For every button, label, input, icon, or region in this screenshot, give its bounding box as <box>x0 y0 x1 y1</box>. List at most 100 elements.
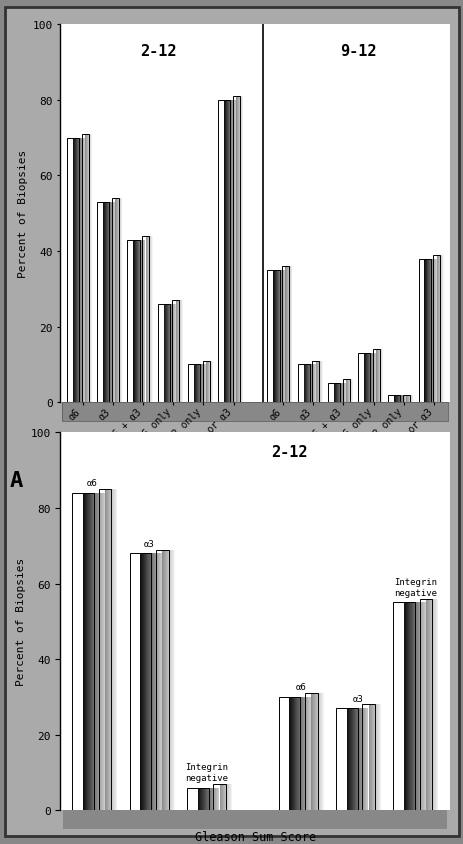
Bar <box>98 493 99 810</box>
Bar <box>404 603 405 810</box>
Bar <box>278 697 300 810</box>
Bar <box>149 554 150 810</box>
Text: Integrin
negative: Integrin negative <box>394 577 436 597</box>
Y-axis label: Percent of Biopsies: Percent of Biopsies <box>16 558 26 685</box>
Bar <box>356 708 357 810</box>
Bar <box>213 784 225 810</box>
Bar <box>293 697 294 810</box>
Bar <box>358 708 359 810</box>
Bar <box>357 354 369 403</box>
Bar <box>62 403 448 421</box>
Bar <box>200 787 201 810</box>
Bar <box>350 708 351 810</box>
Bar <box>161 554 162 810</box>
Bar <box>393 603 414 810</box>
Bar <box>160 554 161 810</box>
Bar <box>101 493 102 810</box>
Bar <box>100 493 101 810</box>
Bar <box>199 787 200 810</box>
Bar <box>413 603 414 810</box>
Bar <box>99 490 111 810</box>
Bar <box>102 493 103 810</box>
Bar <box>292 697 293 810</box>
Bar <box>408 603 409 810</box>
Bar <box>432 256 439 403</box>
Bar <box>154 554 155 810</box>
Text: α3: α3 <box>144 539 154 548</box>
Bar <box>159 554 160 810</box>
Bar <box>89 493 90 810</box>
Bar <box>362 705 374 810</box>
Bar <box>357 708 358 810</box>
Bar <box>306 697 307 810</box>
Bar <box>141 554 142 810</box>
Bar <box>363 708 364 810</box>
Bar <box>151 554 152 810</box>
Bar <box>312 361 319 403</box>
Bar <box>355 708 356 810</box>
Bar <box>97 493 98 810</box>
Bar <box>415 603 416 810</box>
Bar <box>187 787 208 810</box>
Bar <box>291 697 292 810</box>
Bar <box>360 708 361 810</box>
Bar <box>422 603 423 810</box>
Bar <box>411 603 412 810</box>
Bar <box>405 603 406 810</box>
Bar <box>308 697 309 810</box>
Bar <box>364 708 365 810</box>
Bar <box>289 697 290 810</box>
Bar <box>72 493 94 810</box>
Text: Integrin
negative: Integrin negative <box>185 763 227 782</box>
Bar <box>304 693 317 810</box>
Bar <box>418 259 430 403</box>
Bar <box>294 697 295 810</box>
Bar <box>359 708 360 810</box>
Bar <box>347 708 348 810</box>
Bar <box>210 787 211 810</box>
Bar <box>267 271 279 403</box>
Bar <box>62 403 448 421</box>
Bar <box>351 708 352 810</box>
Text: α3: α3 <box>352 694 363 703</box>
Bar <box>201 787 202 810</box>
Bar <box>327 384 339 403</box>
Bar <box>202 361 209 403</box>
Bar <box>142 236 149 403</box>
Bar <box>216 787 217 810</box>
Bar <box>155 554 156 810</box>
Bar <box>367 708 368 810</box>
Bar <box>309 697 310 810</box>
Bar <box>188 365 200 403</box>
Text: α6: α6 <box>86 479 97 488</box>
Bar <box>157 554 158 810</box>
Text: 2-12: 2-12 <box>140 44 176 59</box>
Bar <box>297 697 298 810</box>
Bar <box>423 603 424 810</box>
Bar <box>217 787 218 810</box>
Bar <box>307 697 308 810</box>
Bar <box>419 603 420 810</box>
Bar <box>95 493 96 810</box>
Bar <box>146 554 147 810</box>
Bar <box>147 554 148 810</box>
Bar <box>388 395 400 403</box>
Bar <box>424 603 425 810</box>
Bar <box>348 708 349 810</box>
Bar <box>112 199 119 403</box>
Bar <box>87 493 88 810</box>
Bar <box>208 787 209 810</box>
Bar <box>365 708 366 810</box>
Bar <box>218 787 219 810</box>
Bar <box>213 787 214 810</box>
Bar <box>148 554 149 810</box>
Bar <box>91 493 92 810</box>
Bar <box>335 708 357 810</box>
Text: α6: α6 <box>295 683 306 691</box>
Bar <box>86 493 87 810</box>
Bar <box>420 603 421 810</box>
Bar <box>419 599 432 810</box>
Bar <box>150 554 151 810</box>
Bar <box>205 787 206 810</box>
Bar <box>143 554 144 810</box>
